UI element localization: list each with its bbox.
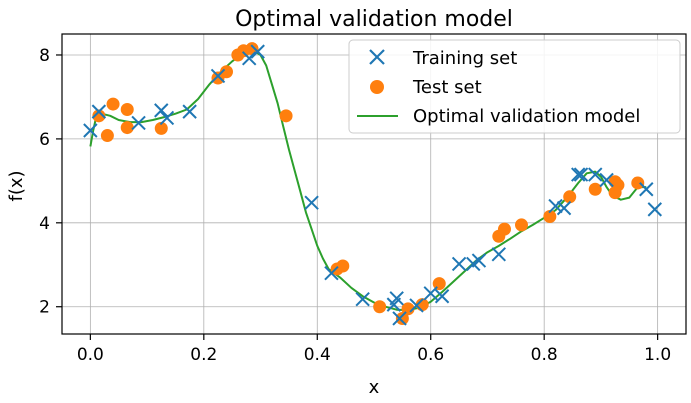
test-point: [373, 300, 387, 314]
y-axis-label: f(x): [6, 170, 27, 201]
test-point: [120, 121, 134, 135]
legend-box: [348, 39, 681, 134]
legend-training-label: Training set: [412, 48, 517, 69]
test-point: [154, 121, 168, 135]
test-point: [279, 109, 293, 123]
test-point: [543, 210, 557, 224]
x-tick-label: 0.6: [417, 345, 444, 365]
test-point: [588, 182, 602, 196]
test-point: [395, 311, 409, 325]
training-point: [131, 115, 146, 131]
training-point: [324, 265, 339, 281]
training-point: [91, 104, 107, 119]
training-point: [647, 202, 663, 217]
training-point: [355, 291, 370, 307]
training-point: [451, 256, 467, 272]
training-point: [471, 253, 487, 268]
training-point: [588, 167, 603, 182]
test-point: [106, 97, 120, 111]
training-point: [491, 247, 507, 262]
training-point: [409, 298, 424, 313]
training-point: [159, 110, 175, 126]
test-point: [611, 178, 625, 192]
test-point: [336, 259, 350, 273]
training-point: [304, 195, 319, 210]
x-axis-label: x: [369, 377, 380, 398]
training-point: [573, 167, 589, 182]
x-tick-label: 0.4: [304, 345, 331, 365]
training-point: [210, 68, 226, 84]
training-point: [250, 44, 265, 59]
test-point: [120, 103, 134, 117]
training-point: [434, 289, 450, 304]
chart-title: Optimal validation model: [235, 7, 513, 32]
plot-area-frame: [61, 33, 687, 335]
test-point: [514, 218, 528, 232]
test-point: [220, 65, 234, 79]
legend-training-marker: [369, 49, 385, 65]
x-tick-label: 0.2: [190, 345, 217, 365]
y-tick-label: 8: [39, 46, 50, 66]
training-point: [423, 286, 438, 301]
test-point: [100, 129, 114, 143]
training-point: [571, 167, 586, 182]
training-point: [154, 103, 169, 118]
test-point: [497, 222, 511, 236]
y-tick-label: 2: [39, 298, 50, 318]
training-point: [83, 123, 98, 138]
legend-test-marker: [370, 80, 384, 94]
legend-model-label: Optimal validation model: [413, 106, 640, 127]
training-point: [182, 104, 197, 119]
training-point: [548, 198, 563, 214]
x-tick-label: 0.0: [77, 345, 104, 365]
training-point: [556, 200, 572, 216]
training-point: [241, 51, 257, 66]
y-tick-label: 4: [39, 214, 50, 234]
training-point: [639, 182, 654, 197]
training-point: [392, 311, 407, 326]
training-point: [389, 291, 404, 306]
legend: Training set Test set Optimal validation…: [348, 39, 681, 134]
test-point: [92, 109, 106, 123]
x-tick-label: 1.0: [644, 345, 671, 365]
legend-test-label: Test set: [412, 77, 482, 98]
training-point: [599, 172, 614, 188]
y-tick-label: 6: [39, 130, 50, 150]
test-point: [631, 176, 645, 190]
training-series: [83, 44, 663, 326]
test-point: [563, 190, 577, 204]
x-tick-label: 0.8: [531, 345, 558, 365]
axis-ticks: 0.0 0.2 0.4 0.6 0.8 1.0 2 4 6 8: [39, 46, 671, 365]
